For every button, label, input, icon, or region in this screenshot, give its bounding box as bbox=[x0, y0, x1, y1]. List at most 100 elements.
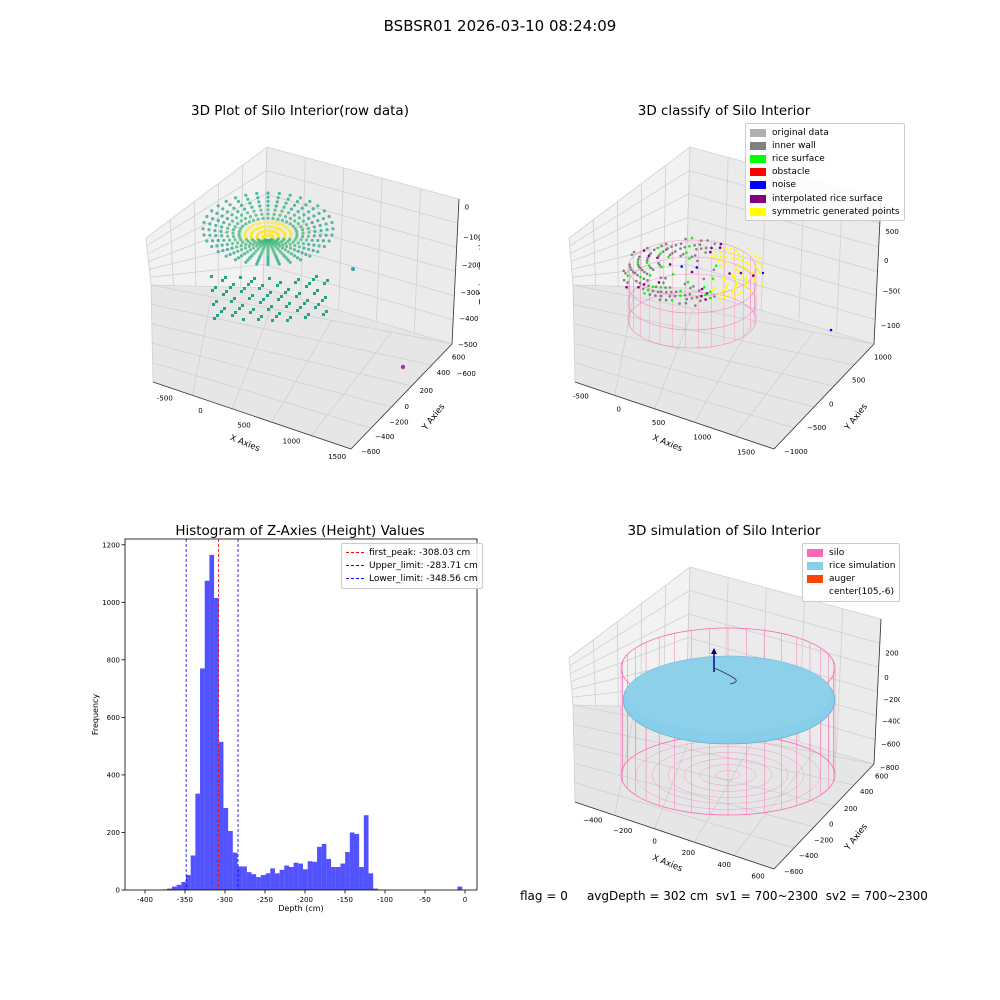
data-point bbox=[261, 284, 264, 287]
class-point bbox=[758, 270, 761, 274]
data-point bbox=[205, 214, 209, 219]
data-point bbox=[236, 210, 240, 214]
data-point bbox=[230, 246, 234, 250]
x-axis-label: Depth (cm) bbox=[278, 904, 323, 913]
class-point bbox=[642, 249, 646, 252]
class-point bbox=[740, 264, 744, 268]
class-point bbox=[668, 253, 672, 257]
class-point bbox=[695, 248, 698, 251]
class-point bbox=[654, 285, 658, 289]
data-point bbox=[301, 219, 306, 223]
data-point bbox=[307, 242, 311, 246]
class-point bbox=[635, 279, 638, 283]
z-tick-label: −600 bbox=[457, 370, 476, 378]
data-point bbox=[289, 231, 293, 235]
data-point bbox=[321, 217, 325, 221]
class-point bbox=[667, 255, 670, 259]
class-point bbox=[748, 262, 751, 266]
data-point bbox=[266, 258, 270, 262]
legend-entry: inner wall bbox=[750, 139, 900, 152]
auger-tip bbox=[711, 648, 717, 654]
data-point bbox=[277, 241, 281, 245]
data-point bbox=[216, 250, 220, 254]
data-point bbox=[266, 216, 270, 220]
legend-label: rice simulation bbox=[829, 560, 896, 571]
wall-ring bbox=[627, 239, 757, 297]
data-point bbox=[245, 211, 250, 215]
y-tick-label: 200 bbox=[844, 805, 857, 813]
data-point bbox=[230, 213, 234, 217]
data-point bbox=[324, 296, 327, 299]
data-point bbox=[281, 223, 285, 227]
data-point bbox=[302, 246, 306, 250]
z-tick-label: 200 bbox=[885, 649, 898, 657]
legend-label: inner wall bbox=[772, 140, 816, 151]
data-point bbox=[207, 228, 211, 232]
noise-point bbox=[829, 328, 833, 332]
data-point bbox=[318, 234, 322, 238]
legend-entry: first_peak: -308.03 cm bbox=[346, 546, 478, 559]
data-point bbox=[278, 249, 282, 253]
data-point bbox=[266, 260, 270, 264]
class-point bbox=[713, 295, 716, 298]
data-point bbox=[243, 287, 246, 290]
data-point bbox=[277, 244, 282, 248]
class-point bbox=[638, 255, 641, 259]
data-point bbox=[310, 238, 314, 242]
class-point bbox=[651, 268, 655, 272]
grid-line bbox=[573, 323, 835, 387]
classify-plot-title: 3D classify of Silo Interior bbox=[637, 103, 811, 119]
data-point bbox=[316, 250, 320, 254]
z-tick-label: 500 bbox=[885, 228, 898, 236]
data-point bbox=[208, 233, 212, 237]
class-point bbox=[699, 299, 702, 303]
data-point bbox=[257, 200, 261, 204]
x-tick-label: 0 bbox=[463, 896, 467, 904]
grid-line bbox=[151, 323, 412, 387]
class-point bbox=[740, 291, 743, 294]
data-point bbox=[300, 251, 304, 255]
legend-entry: noise bbox=[750, 179, 900, 192]
class-point bbox=[678, 302, 681, 305]
data-point bbox=[258, 255, 262, 259]
classify-3d-plot[interactable]: -500 0 500 1000 1500 1000 500 0 −500 −1000 500 0 −50… bbox=[560, 130, 900, 460]
class-point bbox=[694, 304, 697, 307]
class-point bbox=[660, 265, 664, 269]
status-footer: flag = 0 avgDepth = 302 cm sv1 = 700~230… bbox=[520, 889, 928, 903]
data-point bbox=[301, 231, 305, 235]
data-point bbox=[220, 214, 224, 218]
data-point bbox=[252, 209, 256, 213]
data-point bbox=[312, 243, 316, 247]
class-point bbox=[732, 288, 736, 291]
histogram-bar bbox=[345, 852, 350, 890]
grid-line bbox=[231, 308, 272, 409]
histogram-bar bbox=[176, 884, 182, 890]
z-axis-line bbox=[451, 198, 460, 345]
data-point bbox=[266, 208, 270, 212]
class-point bbox=[703, 285, 706, 289]
class-point bbox=[645, 272, 649, 276]
class-point bbox=[674, 250, 677, 253]
data-point bbox=[299, 238, 303, 242]
data-point bbox=[258, 287, 261, 290]
class-point bbox=[661, 250, 665, 253]
x-axis-label: X Axies bbox=[228, 433, 261, 454]
class-point bbox=[708, 290, 712, 294]
class-point bbox=[648, 274, 652, 277]
data-point bbox=[274, 204, 278, 208]
simulation-3d-plot[interactable]: −400−20002004006006004002000−200−400−600… bbox=[560, 550, 900, 880]
data-point bbox=[285, 220, 289, 224]
class-point bbox=[744, 282, 748, 285]
data-point bbox=[311, 248, 315, 253]
simulation-geometry bbox=[620, 627, 836, 816]
y-tick-label: 0 bbox=[404, 403, 408, 411]
class-point bbox=[710, 255, 713, 258]
x-tick-label: 500 bbox=[652, 419, 665, 427]
class-point bbox=[693, 254, 697, 257]
data-point bbox=[330, 233, 334, 237]
data-point bbox=[266, 253, 270, 257]
grid-line bbox=[192, 296, 212, 396]
data-point bbox=[248, 248, 253, 252]
data-point bbox=[231, 314, 234, 317]
